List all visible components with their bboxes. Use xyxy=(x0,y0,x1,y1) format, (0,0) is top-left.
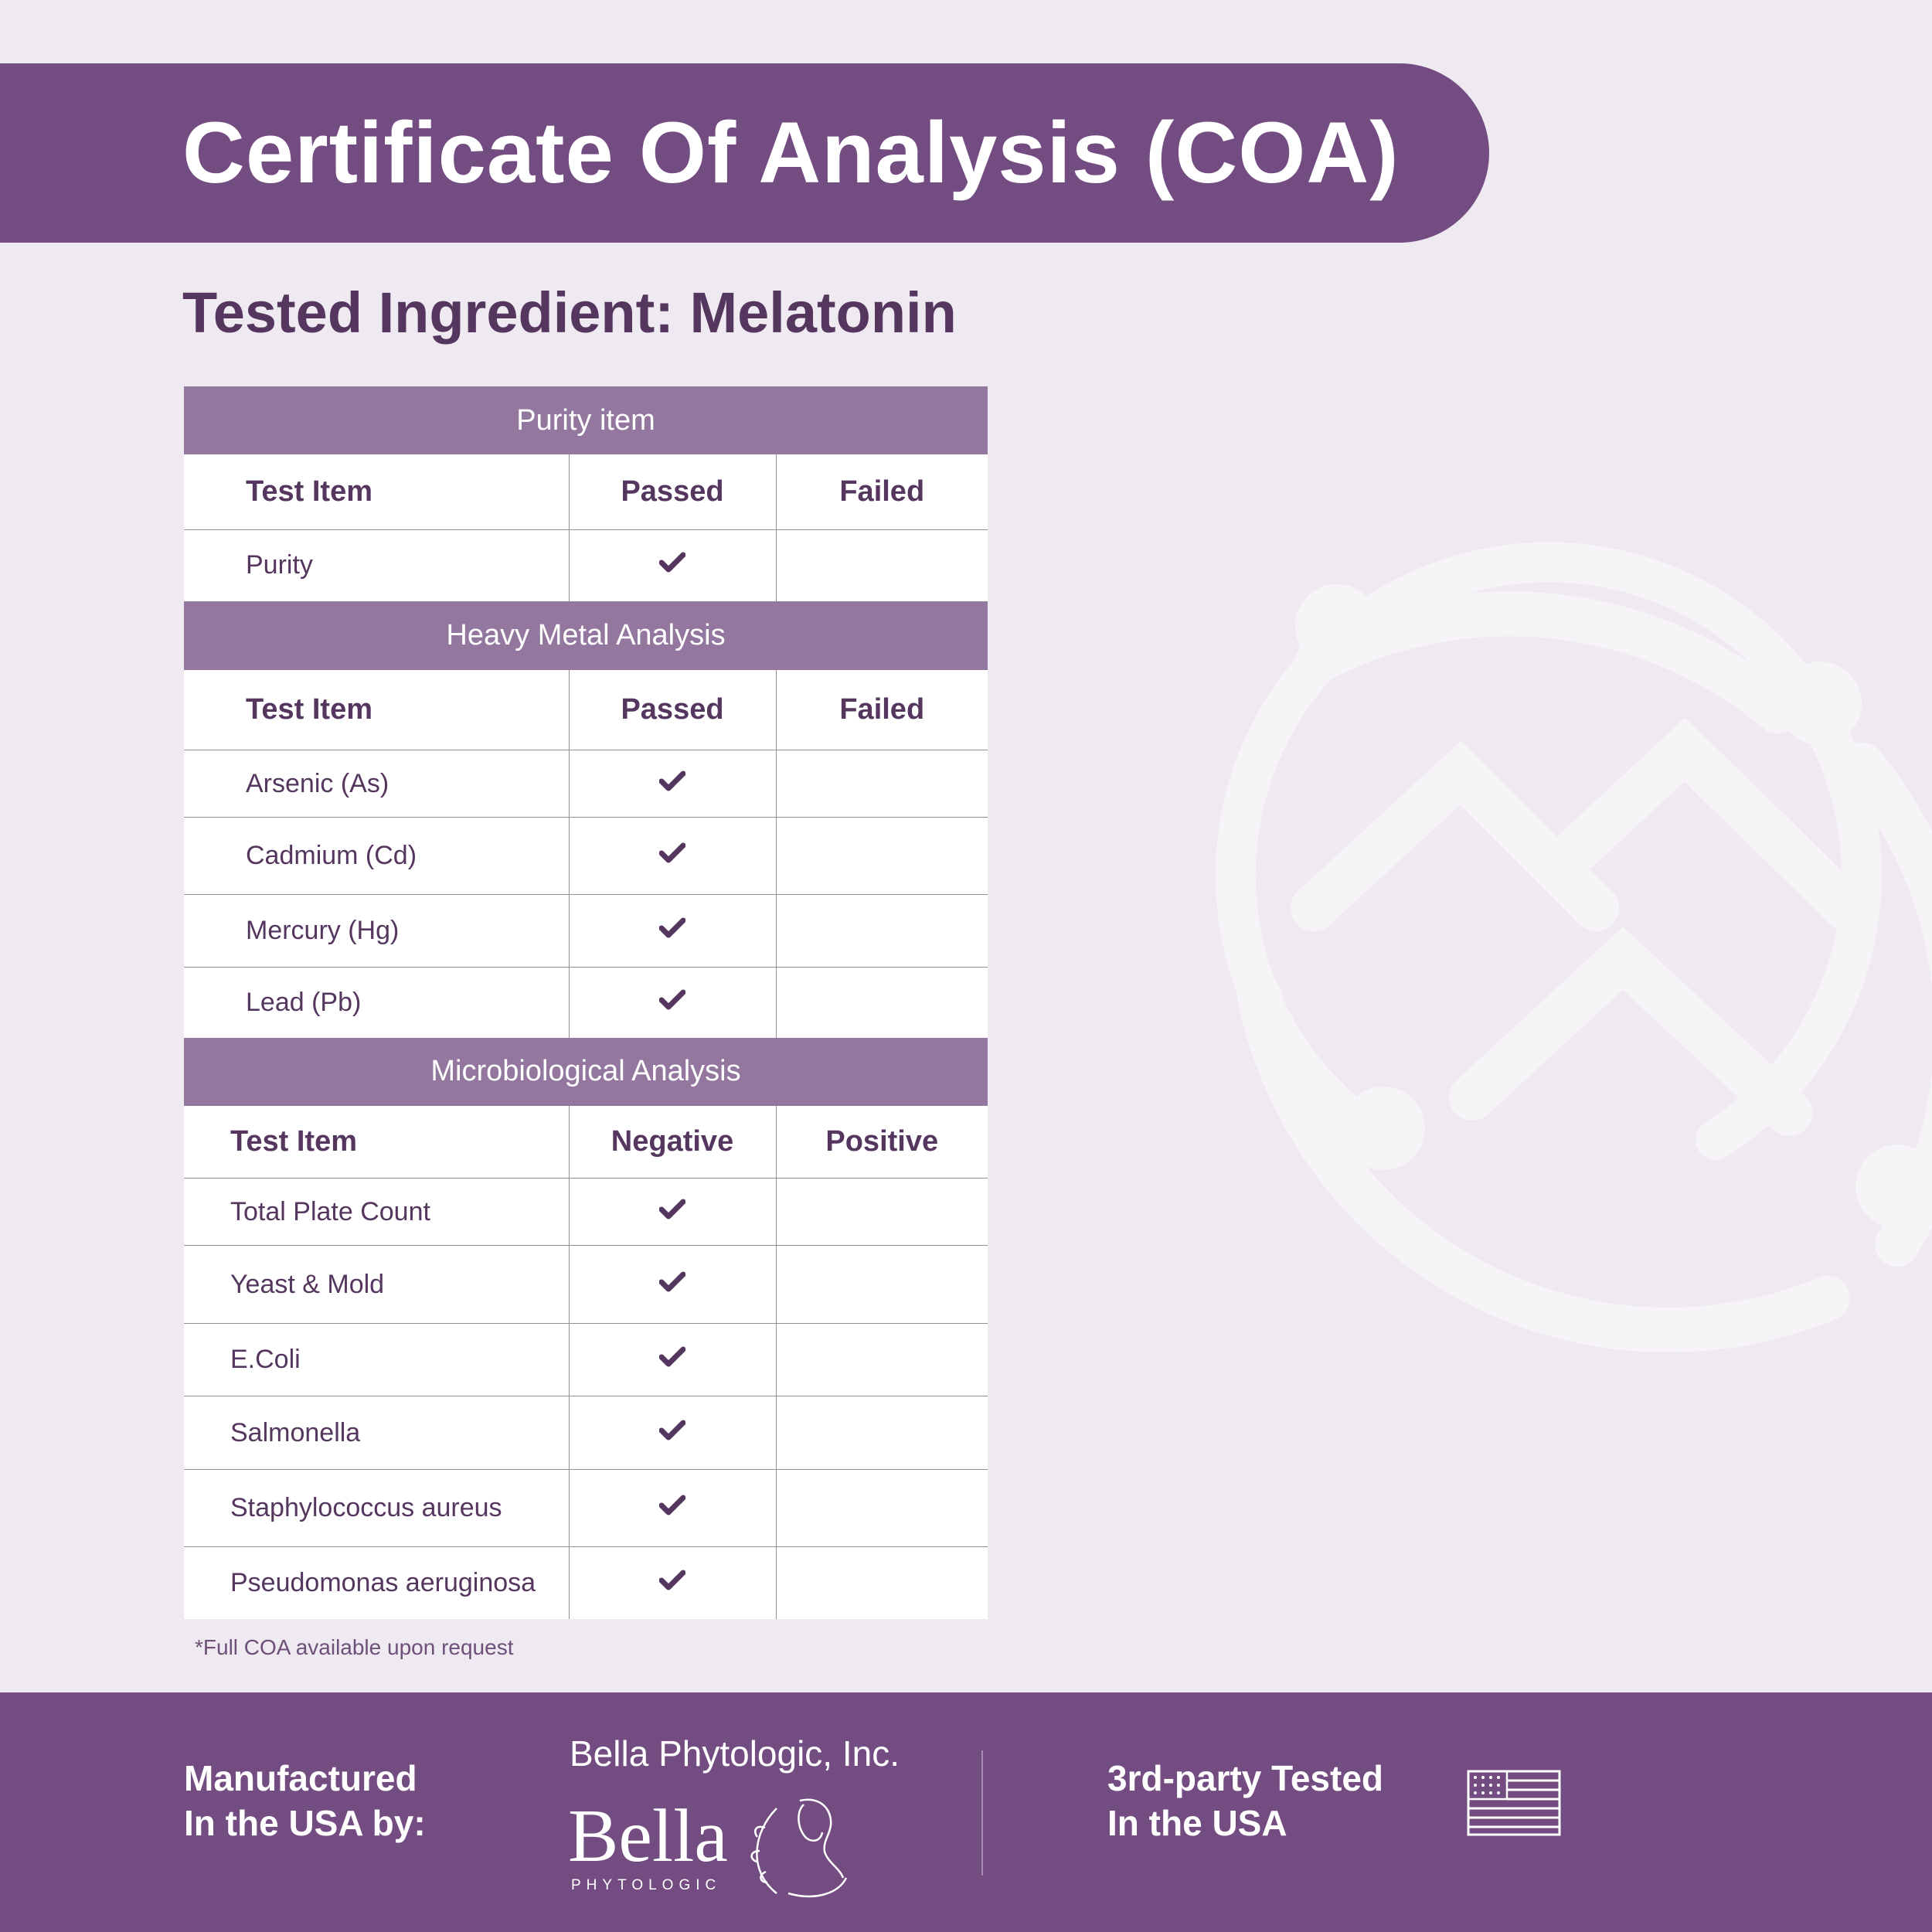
section-title: Heavy Metal Analysis xyxy=(184,601,988,670)
test-item-name: Total Plate Count xyxy=(184,1178,569,1246)
logo-word: Bella xyxy=(568,1794,728,1878)
negative-check-icon xyxy=(568,1323,776,1396)
footer-divider xyxy=(981,1750,983,1876)
table-row: Total Plate Count xyxy=(184,1178,988,1246)
failed-cell xyxy=(775,967,988,1038)
table-header-row: Test Item Negative Positive xyxy=(184,1105,988,1179)
table-row: Cadmium (Cd) xyxy=(184,817,988,895)
test-item-name: Cadmium (Cd) xyxy=(184,817,569,895)
failed-cell xyxy=(775,894,988,968)
table-row: Mercury (Hg) xyxy=(184,894,988,968)
table-row: Lead (Pb) xyxy=(184,967,988,1038)
negative-check-icon xyxy=(568,1396,776,1470)
section-header-purity: Purity item xyxy=(184,386,988,454)
column-header-passed: Passed xyxy=(568,669,776,750)
column-header-positive: Positive xyxy=(775,1105,988,1179)
positive-cell xyxy=(775,1245,988,1324)
column-header-passed: Passed xyxy=(568,454,776,530)
page-title: Certificate Of Analysis (COA) xyxy=(182,104,1400,201)
negative-check-icon xyxy=(568,1469,776,1547)
negative-check-icon xyxy=(568,1546,776,1619)
tested-label: 3rd-party Tested In the USA xyxy=(1107,1758,1384,1843)
title-banner: Certificate Of Analysis (COA) xyxy=(0,63,1489,243)
footnote: *Full COA available upon request xyxy=(195,1635,514,1659)
column-header-negative: Negative xyxy=(568,1105,776,1179)
table-row: Arsenic (As) xyxy=(184,750,988,818)
column-header-test-item: Test Item xyxy=(184,1105,569,1179)
section-header-heavy-metal: Heavy Metal Analysis xyxy=(184,601,988,670)
column-header-test-item: Test Item xyxy=(184,669,569,750)
tested-ingredient-heading: Tested Ingredient: Melatonin xyxy=(182,281,957,345)
section-title: Microbiological Analysis xyxy=(184,1037,988,1106)
passed-check-icon xyxy=(568,894,776,968)
positive-cell xyxy=(775,1396,988,1470)
test-item-name: Purity xyxy=(184,529,569,602)
table-row: Salmonella xyxy=(184,1396,988,1470)
table-header-row: Test Item Passed Failed xyxy=(184,454,988,530)
section-title: Purity item xyxy=(184,386,988,454)
us-flag-icon xyxy=(1467,1770,1561,1836)
failed-cell xyxy=(775,529,988,602)
table-row: Staphylococcus aureus xyxy=(184,1469,988,1547)
positive-cell xyxy=(775,1546,988,1619)
negative-check-icon xyxy=(568,1178,776,1246)
footer: Manufactured In the USA by: Bella Phytol… xyxy=(0,1692,1932,1932)
passed-check-icon xyxy=(568,750,776,818)
table-row: Pseudomonas aeruginosa xyxy=(184,1546,988,1619)
company-name: Bella Phytologic, Inc. xyxy=(570,1733,900,1774)
failed-cell xyxy=(775,750,988,818)
test-item-name: Pseudomonas aeruginosa xyxy=(230,1567,536,1597)
failed-cell xyxy=(775,817,988,895)
test-item-name: Staphylococcus aureus xyxy=(184,1469,569,1547)
logo-subtext: PHYTOLOGIC xyxy=(571,1877,721,1893)
passed-check-icon xyxy=(568,529,776,602)
test-item-name: Mercury (Hg) xyxy=(184,894,569,968)
test-item-name: Salmonella xyxy=(184,1396,569,1470)
negative-check-icon xyxy=(568,1245,776,1324)
positive-cell xyxy=(775,1469,988,1547)
table-row: E.Coli xyxy=(184,1323,988,1396)
test-item-name: Arsenic (As) xyxy=(184,750,569,818)
coa-results-table: Purity item Test Item Passed Failed Puri… xyxy=(184,386,988,1619)
section-header-microbiological: Microbiological Analysis xyxy=(184,1037,988,1106)
positive-cell xyxy=(775,1323,988,1396)
test-item-name: E.Coli xyxy=(184,1323,569,1396)
column-header-failed: Failed xyxy=(775,454,988,530)
bella-phytologic-logo: Bella PHYTOLOGIC xyxy=(568,1794,848,1898)
test-item-name: Yeast & Mold xyxy=(184,1245,569,1324)
brand-watermark-icon xyxy=(1215,542,1932,1352)
passed-check-icon xyxy=(568,817,776,895)
test-item-name: Lead (Pb) xyxy=(246,987,362,1017)
manufactured-label: Manufactured In the USA by: xyxy=(184,1758,426,1843)
table-header-row: Test Item Passed Failed xyxy=(184,669,988,750)
column-header-test-item: Test Item xyxy=(184,454,569,530)
passed-check-icon xyxy=(568,967,776,1038)
table-row: Purity xyxy=(184,529,988,602)
table-row: Yeast & Mold xyxy=(184,1245,988,1324)
column-header-failed: Failed xyxy=(775,669,988,750)
positive-cell xyxy=(775,1178,988,1246)
